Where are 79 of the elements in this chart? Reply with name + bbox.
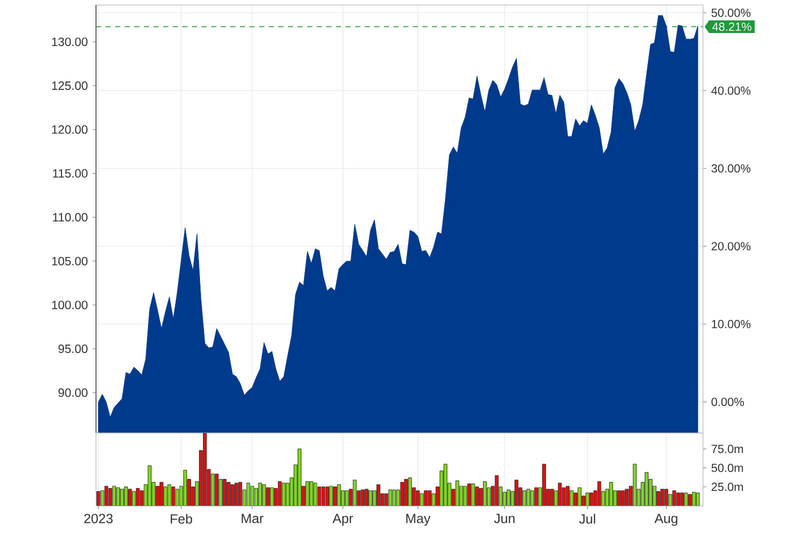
y-tick-label: 115.00 bbox=[53, 169, 88, 178]
x-tick-label: Apr bbox=[332, 514, 354, 526]
bar bbox=[344, 490, 349, 506]
bar bbox=[321, 486, 326, 506]
x-tick-label: Mar bbox=[242, 514, 264, 524]
x-tick-label: Jun bbox=[494, 514, 514, 524]
bar bbox=[313, 482, 318, 506]
bar bbox=[317, 486, 322, 506]
bar bbox=[590, 492, 594, 506]
bar bbox=[586, 492, 590, 506]
y-tick-label: 90.00 bbox=[58, 388, 88, 397]
bar bbox=[463, 486, 468, 506]
bar bbox=[444, 464, 448, 506]
bar bbox=[578, 487, 582, 506]
bar bbox=[246, 482, 250, 506]
x-tick-label: 2023 bbox=[84, 514, 113, 524]
bar bbox=[298, 448, 302, 506]
y2-tick-label: 75.0m bbox=[712, 444, 743, 454]
bar bbox=[664, 488, 668, 506]
x-tick-label: Aug bbox=[654, 514, 678, 526]
bar bbox=[120, 488, 124, 506]
y-tick-label: 105.00 bbox=[52, 256, 88, 266]
bar bbox=[171, 486, 176, 506]
bar bbox=[420, 493, 424, 506]
y2-tick-label: 40.00% bbox=[711, 86, 750, 95]
bar bbox=[494, 475, 499, 506]
bar bbox=[104, 486, 108, 506]
bar bbox=[124, 486, 128, 506]
bar bbox=[684, 492, 688, 506]
bar bbox=[550, 488, 554, 506]
bar bbox=[325, 486, 329, 506]
bar bbox=[688, 494, 692, 506]
bar bbox=[175, 488, 180, 506]
y-tick-label: 120.00 bbox=[52, 125, 88, 134]
bar bbox=[566, 486, 570, 506]
bar bbox=[368, 490, 372, 506]
y2-tick-label: 50.00% bbox=[712, 8, 750, 17]
bar bbox=[278, 481, 282, 506]
bar bbox=[617, 490, 621, 506]
bar bbox=[660, 488, 664, 506]
y2-tick-label: 25.0m bbox=[712, 482, 743, 491]
y2-tick-label: 0.00% bbox=[712, 398, 744, 406]
bar bbox=[352, 480, 357, 506]
y2-tick-label: 20.00% bbox=[712, 242, 750, 250]
y-tick-label: 130.00 bbox=[52, 38, 88, 46]
bar bbox=[692, 492, 696, 506]
y-tick-label: 100.00 bbox=[52, 300, 88, 310]
bar bbox=[136, 488, 140, 506]
bar bbox=[282, 482, 286, 506]
ref-line-label: 48.21% bbox=[712, 22, 752, 31]
x-tick-label: Jul bbox=[579, 514, 596, 524]
bar bbox=[424, 490, 428, 506]
bar bbox=[128, 488, 132, 506]
y2-tick-label: 10.00% bbox=[712, 320, 750, 328]
bar bbox=[467, 484, 471, 506]
bar bbox=[400, 482, 404, 506]
bar bbox=[100, 490, 104, 506]
bar bbox=[148, 465, 152, 506]
bar bbox=[203, 433, 207, 506]
y-tick-label: 95.00 bbox=[58, 344, 88, 354]
bar bbox=[471, 484, 475, 506]
bar bbox=[570, 490, 574, 506]
bar bbox=[621, 490, 625, 506]
y-tick-label: 110.00 bbox=[53, 212, 88, 222]
bar bbox=[238, 482, 242, 506]
bar bbox=[428, 490, 432, 506]
y2-tick-label: 30.00% bbox=[711, 164, 750, 173]
y-tick-label: 125.00 bbox=[52, 81, 88, 90]
x-tick-label: May bbox=[406, 514, 430, 526]
y2-tick-label: 50.0m bbox=[712, 464, 743, 472]
bar bbox=[270, 487, 274, 506]
bar bbox=[514, 480, 518, 506]
x-tick-label: Feb bbox=[170, 514, 192, 524]
bar bbox=[475, 486, 479, 506]
bar bbox=[364, 488, 368, 506]
bar bbox=[696, 492, 700, 506]
bar bbox=[542, 464, 546, 506]
bar bbox=[250, 486, 254, 506]
bar bbox=[625, 488, 629, 506]
